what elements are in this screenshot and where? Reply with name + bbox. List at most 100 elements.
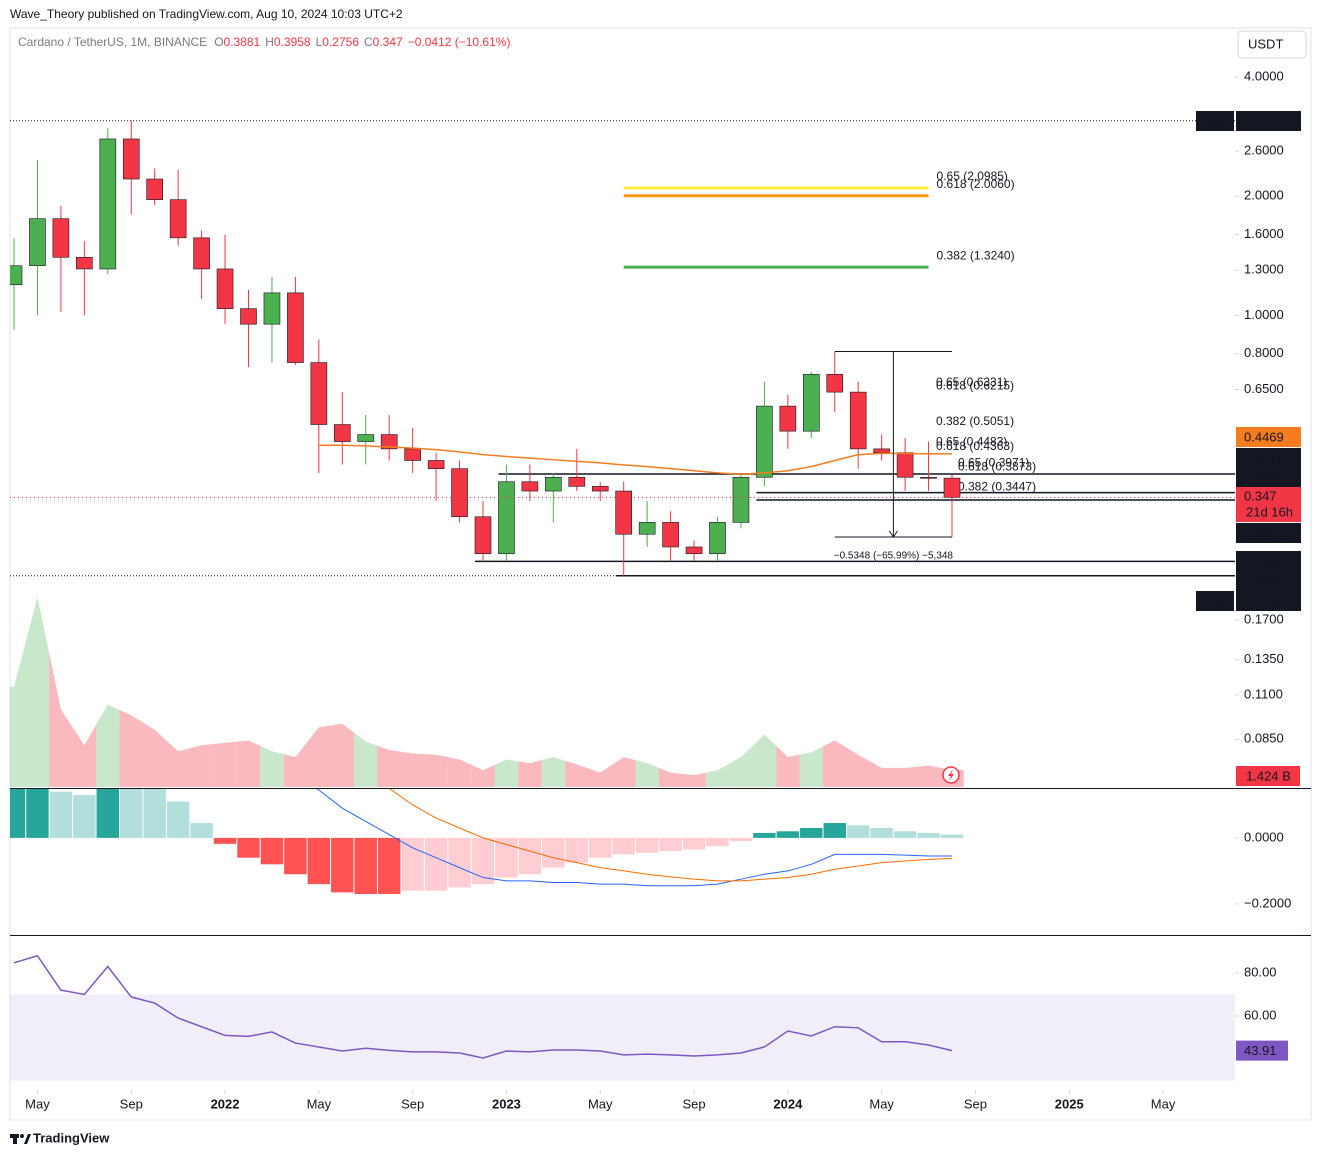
rsi-label: 43.91 [1244,1043,1277,1058]
candle-body [169,199,187,239]
volume-area [354,732,378,787]
volume-area [10,641,26,787]
fib-label: 0.65 (0.4483) [936,434,1007,448]
volume-area [283,742,308,787]
legend: Cardano / TetherUS, 1M, BINANCE O0.3881 H0… [18,35,510,49]
macd-histogram-bar [659,837,682,852]
candle-body [920,476,937,479]
volume-area [729,745,753,787]
macd-histogram-bar [893,831,917,838]
measure-arrowhead [888,530,898,538]
x-tick-label: May [307,1096,332,1111]
macd-histogram-bar [237,837,260,858]
price-label: 3.1010 [1244,113,1284,128]
legend-key: O [214,35,224,49]
candle-body [591,486,609,492]
volume-area [424,754,448,787]
volume-area [471,764,495,787]
price-label-box [1236,571,1301,591]
candle-body [52,218,70,258]
rsi-line [13,954,953,1059]
volume-area [400,751,425,787]
macd-histogram-bar [331,837,354,893]
volume-area [916,765,941,787]
y-tick-label: 0.1350 [1244,651,1284,666]
candle-body [474,516,492,555]
fib-label: 0.65 (0.6331) [936,375,1007,389]
volume-area [377,745,401,787]
macd-histogram-bar [729,837,753,842]
volume-area [752,734,777,787]
volume-area [823,740,847,787]
y-tick-label: 60.00 [1244,1007,1277,1022]
macd-histogram-bar [401,837,424,891]
price-label-box [1236,523,1301,543]
candle-body [216,268,234,309]
frame [9,27,1312,1121]
price-label: 0.3566 [1244,469,1284,484]
price-label-box [1236,591,1301,611]
macd-histogram-bar [682,837,706,850]
y-tick-label: 0.0850 [1244,731,1284,746]
volume-area [213,741,237,787]
y-tick-label: 4.0000 [1244,68,1284,83]
price-label: 0.3417 [1244,525,1284,540]
volume-label: 1.424 B [1246,768,1291,783]
candle-body [943,477,961,498]
y-tick-label: 1.3000 [1244,262,1284,277]
macd-histogram-bar [424,837,448,891]
volume-area [25,597,50,787]
candle-body [263,292,281,325]
legend-change: −0.0412 (−10.61%) [407,35,511,49]
macd-histogram-bar [940,834,964,838]
x-tick-label: 2023 [492,1096,521,1111]
volume-area [330,723,355,787]
candle-body [357,434,375,442]
macd-histogram-bar [495,837,518,878]
x-tick-label: Sep [401,1096,424,1111]
macd-histogram-bar [846,825,870,838]
y-tick-label: 0.1700 [1244,611,1284,626]
x-tick-label: 2025 [1055,1096,1084,1111]
macd-histogram-bar [565,837,589,863]
fib-label: 0.618 (0.3873) [958,460,1036,474]
y-tick-label: 80.00 [1244,964,1277,979]
volume-area [705,763,730,787]
fib-label: 0.65 (2.0985) [937,169,1008,183]
macd-histogram-bar [917,832,940,838]
price-pane: 0.65 (2.0985)0.618 (2.0060) 0.382 (1.3240… [10,120,1235,787]
x-tick-label: Sep [120,1096,143,1111]
volume-area [635,760,659,787]
header: Wave_Theory published on TradingView.com… [10,7,403,21]
currency-button[interactable] [1237,30,1307,59]
macd-histogram-bar [542,837,565,868]
volume-area [541,757,566,787]
volume-area [189,744,214,787]
fib-label: 0.382 (1.3240) [937,248,1015,262]
fib-label: 0.618 (2.0060) [937,177,1015,191]
volume-area [588,764,612,787]
macd-histogram-bar [284,837,307,875]
price-tag: High [1202,113,1229,128]
candle-body [10,265,23,286]
rsi-label-box [1236,1040,1288,1061]
price-label: 0.2200 [1244,573,1284,588]
volume-area [166,740,190,787]
currency: USDT [1248,36,1283,51]
macd-line [389,789,953,882]
y-tick-label: 1.6000 [1244,226,1284,241]
fib-label: 0.618 (0.6215) [936,378,1014,392]
volume-area [658,767,683,787]
macd-histogram-bar [377,837,401,895]
volume-area [869,761,894,787]
x-tick-label: Sep [964,1096,987,1111]
candle-body [873,448,890,453]
macd-histogram-bar [518,837,542,875]
legend-low: 0.2756 [322,35,359,49]
macd-histogram-bar [589,837,612,858]
candle-body [545,476,562,492]
macd-histogram-bar [354,837,377,895]
candle-body [756,405,773,478]
macd-histogram-bar [120,789,143,838]
candle-body [732,476,750,523]
